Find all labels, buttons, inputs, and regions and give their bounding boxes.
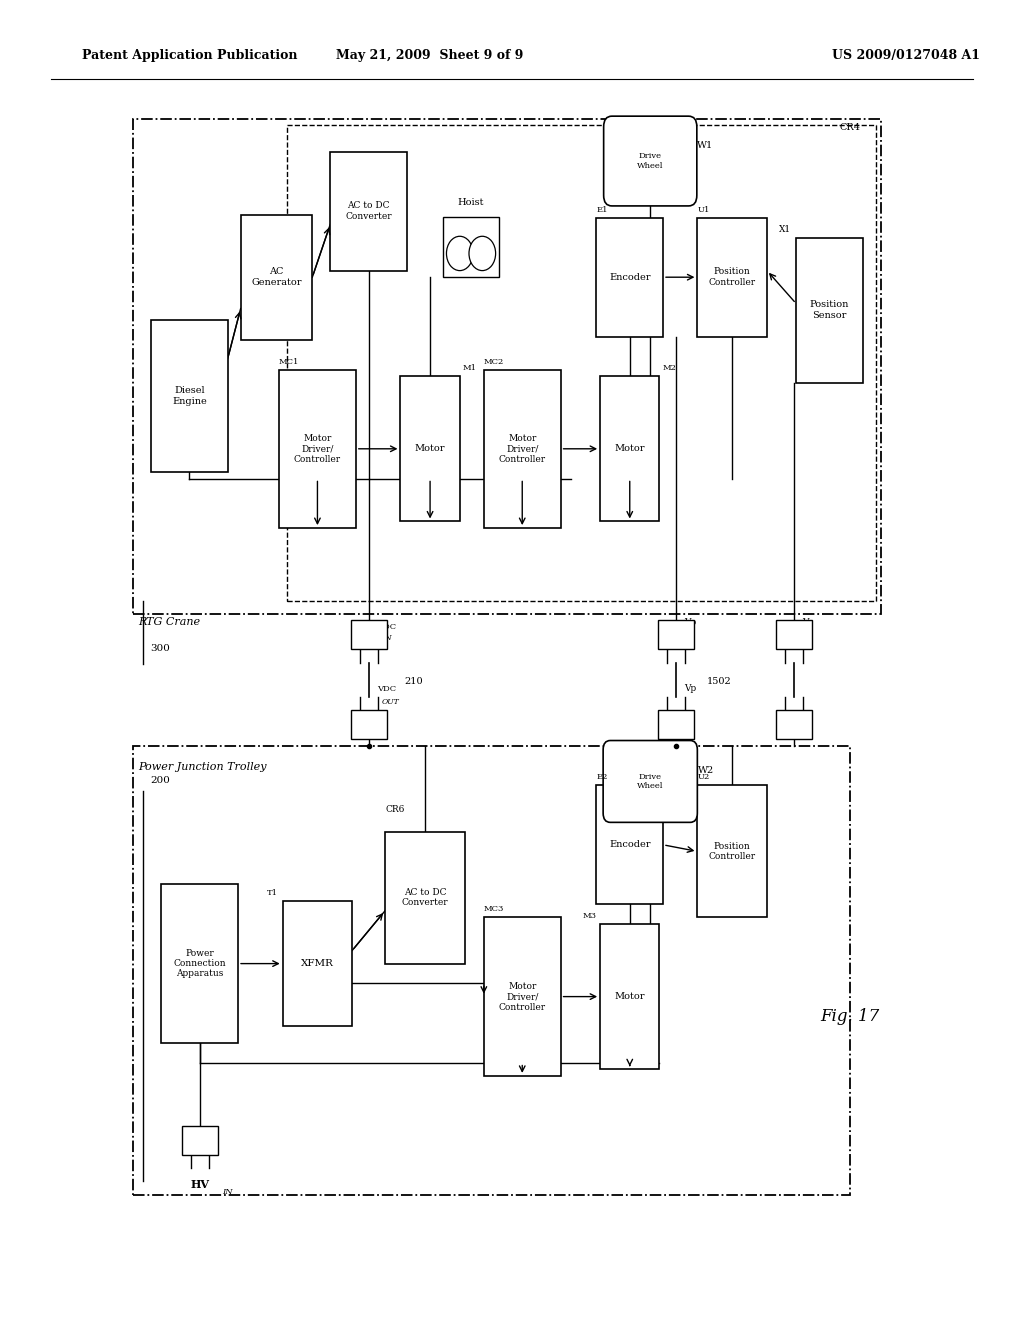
Bar [797, 238, 862, 383]
Text: T1: T1 [266, 888, 278, 898]
Circle shape [446, 236, 473, 271]
Text: W1: W1 [696, 141, 713, 150]
Text: Power Junction Trolley: Power Junction Trolley [138, 762, 266, 772]
Text: MC3: MC3 [484, 906, 504, 913]
Text: Encoder: Encoder [609, 273, 650, 281]
Text: Drive
Wheel: Drive Wheel [637, 152, 664, 170]
Text: Vp: Vp [684, 618, 696, 627]
Text: VDC: VDC [377, 685, 396, 693]
Text: Position
Controller: Position Controller [709, 842, 756, 861]
Bar [484, 917, 561, 1076]
Text: IN: IN [382, 634, 391, 642]
Text: E1: E1 [596, 206, 608, 214]
Text: Patent Application Publication: Patent Application Publication [82, 49, 297, 62]
Circle shape [469, 236, 496, 271]
Text: AC to DC
Converter: AC to DC Converter [345, 202, 392, 220]
Text: E2: E2 [596, 774, 608, 781]
Text: U2: U2 [697, 774, 710, 781]
Bar [400, 376, 460, 521]
Text: Position
Sensor: Position Sensor [810, 301, 849, 319]
Text: 1502: 1502 [707, 677, 731, 686]
Bar [776, 710, 812, 739]
Text: Motor
Driver/
Controller: Motor Driver/ Controller [499, 982, 546, 1011]
Text: US 2009/0127048 A1: US 2009/0127048 A1 [833, 49, 980, 62]
Text: Motor: Motor [614, 445, 645, 453]
Text: VDC: VDC [377, 623, 396, 631]
Bar [350, 620, 386, 649]
Text: M3: M3 [583, 912, 597, 920]
Text: Vp: Vp [684, 684, 696, 693]
Text: CR4: CR4 [839, 123, 860, 132]
Text: M1: M1 [463, 364, 477, 372]
Text: Fig. 17: Fig. 17 [820, 1008, 880, 1024]
Text: IN: IN [222, 1188, 232, 1196]
Bar [330, 152, 408, 271]
Text: Motor
Driver/
Controller: Motor Driver/ Controller [499, 434, 546, 463]
Text: Diesel
Engine: Diesel Engine [172, 387, 207, 405]
Bar [697, 785, 767, 917]
Bar [484, 370, 561, 528]
Bar [350, 710, 386, 739]
Bar [442, 216, 500, 277]
Text: U1: U1 [697, 206, 710, 214]
Bar [600, 376, 659, 521]
Bar [152, 321, 227, 473]
Bar [658, 710, 694, 739]
Text: OUT: OUT [382, 698, 399, 706]
Bar [596, 218, 664, 337]
Text: AC
Generator: AC Generator [251, 268, 302, 286]
Text: Power
Connection
Apparatus: Power Connection Apparatus [173, 949, 226, 978]
Bar [596, 785, 664, 904]
Bar [279, 370, 356, 528]
Bar [162, 884, 238, 1043]
Bar [600, 924, 659, 1069]
Text: HV: HV [190, 1179, 209, 1189]
Text: Motor
Driver/
Controller: Motor Driver/ Controller [294, 434, 341, 463]
Text: MC2: MC2 [484, 358, 504, 366]
Text: Motor: Motor [415, 445, 445, 453]
Text: Hoist: Hoist [458, 198, 484, 207]
Bar [133, 746, 850, 1195]
Text: MC1: MC1 [279, 358, 299, 366]
Bar [385, 832, 465, 964]
Text: May 21, 2009  Sheet 9 of 9: May 21, 2009 Sheet 9 of 9 [337, 49, 523, 62]
Text: Encoder: Encoder [609, 841, 650, 849]
Text: 200: 200 [151, 776, 170, 785]
Bar [776, 620, 812, 649]
Text: 300: 300 [151, 644, 170, 653]
FancyBboxPatch shape [604, 116, 696, 206]
Text: RTG Crane: RTG Crane [138, 616, 201, 627]
Bar [287, 125, 876, 601]
Text: Position
Controller: Position Controller [709, 268, 756, 286]
FancyBboxPatch shape [603, 741, 697, 822]
Text: X1: X1 [779, 224, 792, 234]
Text: AC to DC
Converter: AC to DC Converter [401, 888, 449, 907]
Text: Vr: Vr [802, 618, 813, 627]
Bar [658, 620, 694, 649]
Text: Drive
Wheel: Drive Wheel [637, 772, 664, 791]
Bar [241, 214, 312, 339]
Text: 210: 210 [404, 677, 423, 686]
Bar [697, 218, 767, 337]
Bar [133, 119, 881, 614]
Text: M2: M2 [663, 364, 677, 372]
Text: W2: W2 [698, 766, 715, 775]
Bar [283, 900, 352, 1027]
Bar [182, 1126, 217, 1155]
Text: Motor: Motor [614, 993, 645, 1001]
Text: XFMR: XFMR [301, 960, 334, 968]
Text: CR6: CR6 [385, 805, 404, 814]
